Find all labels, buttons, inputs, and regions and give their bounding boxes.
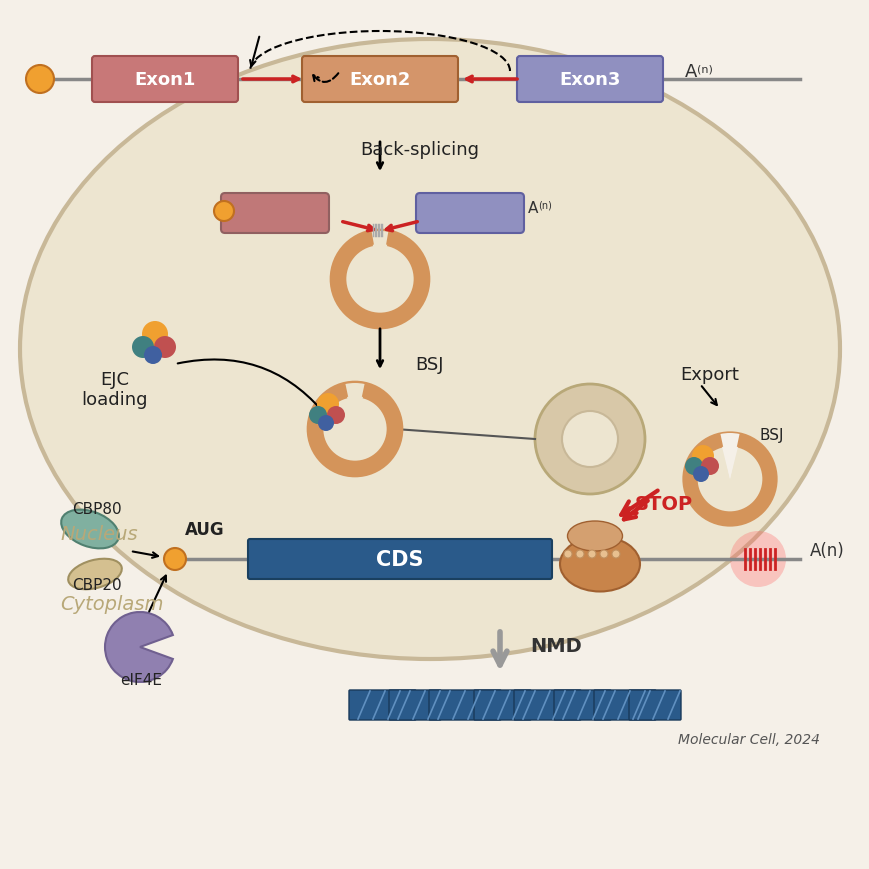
Text: CDS: CDS bbox=[375, 549, 423, 569]
Ellipse shape bbox=[68, 559, 122, 589]
Wedge shape bbox=[347, 396, 362, 429]
Circle shape bbox=[561, 412, 617, 468]
Text: Back-splicing: Back-splicing bbox=[360, 141, 479, 159]
Ellipse shape bbox=[20, 40, 839, 660]
Text: Nucleus: Nucleus bbox=[60, 524, 137, 543]
Text: CBP80: CBP80 bbox=[72, 501, 122, 516]
Wedge shape bbox=[371, 232, 388, 280]
Circle shape bbox=[684, 457, 702, 475]
Circle shape bbox=[587, 550, 595, 559]
Text: NMD: NMD bbox=[529, 636, 581, 655]
Circle shape bbox=[132, 336, 154, 359]
Text: A: A bbox=[527, 201, 538, 216]
FancyBboxPatch shape bbox=[428, 690, 501, 720]
Text: (n): (n) bbox=[537, 201, 551, 211]
FancyBboxPatch shape bbox=[248, 540, 551, 580]
FancyBboxPatch shape bbox=[514, 690, 580, 720]
Text: A(n): A(n) bbox=[809, 541, 844, 560]
Text: BSJ: BSJ bbox=[760, 428, 784, 442]
Text: A: A bbox=[684, 63, 697, 81]
FancyBboxPatch shape bbox=[348, 690, 415, 720]
Ellipse shape bbox=[61, 510, 119, 548]
Ellipse shape bbox=[560, 537, 640, 592]
Text: (n): (n) bbox=[696, 65, 712, 75]
Circle shape bbox=[154, 336, 176, 359]
Circle shape bbox=[308, 407, 327, 425]
Circle shape bbox=[534, 385, 644, 494]
Wedge shape bbox=[345, 383, 364, 429]
Circle shape bbox=[729, 531, 785, 587]
Circle shape bbox=[316, 394, 339, 415]
FancyBboxPatch shape bbox=[594, 690, 655, 720]
FancyBboxPatch shape bbox=[628, 690, 680, 720]
Circle shape bbox=[164, 548, 186, 570]
Text: Exon1: Exon1 bbox=[134, 71, 196, 89]
FancyBboxPatch shape bbox=[302, 57, 457, 103]
Text: Export: Export bbox=[680, 366, 738, 383]
Circle shape bbox=[600, 550, 607, 559]
Circle shape bbox=[26, 66, 54, 94]
Circle shape bbox=[611, 550, 620, 559]
Circle shape bbox=[563, 550, 571, 559]
FancyBboxPatch shape bbox=[554, 690, 610, 720]
Circle shape bbox=[691, 446, 713, 468]
Circle shape bbox=[142, 322, 168, 348]
FancyBboxPatch shape bbox=[474, 690, 530, 720]
Circle shape bbox=[144, 347, 162, 365]
Text: BSJ: BSJ bbox=[415, 355, 443, 374]
Text: AUG: AUG bbox=[185, 521, 224, 539]
FancyBboxPatch shape bbox=[388, 690, 441, 720]
Wedge shape bbox=[720, 434, 739, 480]
Text: Exon3: Exon3 bbox=[559, 71, 620, 89]
Wedge shape bbox=[105, 613, 173, 682]
Text: eIF4E: eIF4E bbox=[120, 673, 162, 687]
Text: Molecular Cell, 2024: Molecular Cell, 2024 bbox=[677, 733, 819, 746]
Text: Exon2: Exon2 bbox=[349, 71, 410, 89]
Circle shape bbox=[700, 457, 718, 475]
FancyBboxPatch shape bbox=[415, 194, 523, 234]
Wedge shape bbox=[372, 245, 387, 280]
Text: EJC
loading: EJC loading bbox=[82, 370, 148, 409]
Circle shape bbox=[214, 202, 234, 222]
Circle shape bbox=[318, 415, 334, 432]
Circle shape bbox=[693, 467, 708, 482]
Circle shape bbox=[575, 550, 583, 559]
FancyArrowPatch shape bbox=[620, 491, 657, 515]
Wedge shape bbox=[721, 447, 737, 480]
Text: STOP: STOP bbox=[634, 494, 693, 514]
Circle shape bbox=[327, 407, 345, 425]
Ellipse shape bbox=[567, 521, 622, 551]
Text: CBP20: CBP20 bbox=[72, 577, 122, 593]
FancyBboxPatch shape bbox=[221, 194, 328, 234]
FancyBboxPatch shape bbox=[92, 57, 238, 103]
Text: Cytoplasm: Cytoplasm bbox=[60, 594, 163, 614]
FancyBboxPatch shape bbox=[516, 57, 662, 103]
